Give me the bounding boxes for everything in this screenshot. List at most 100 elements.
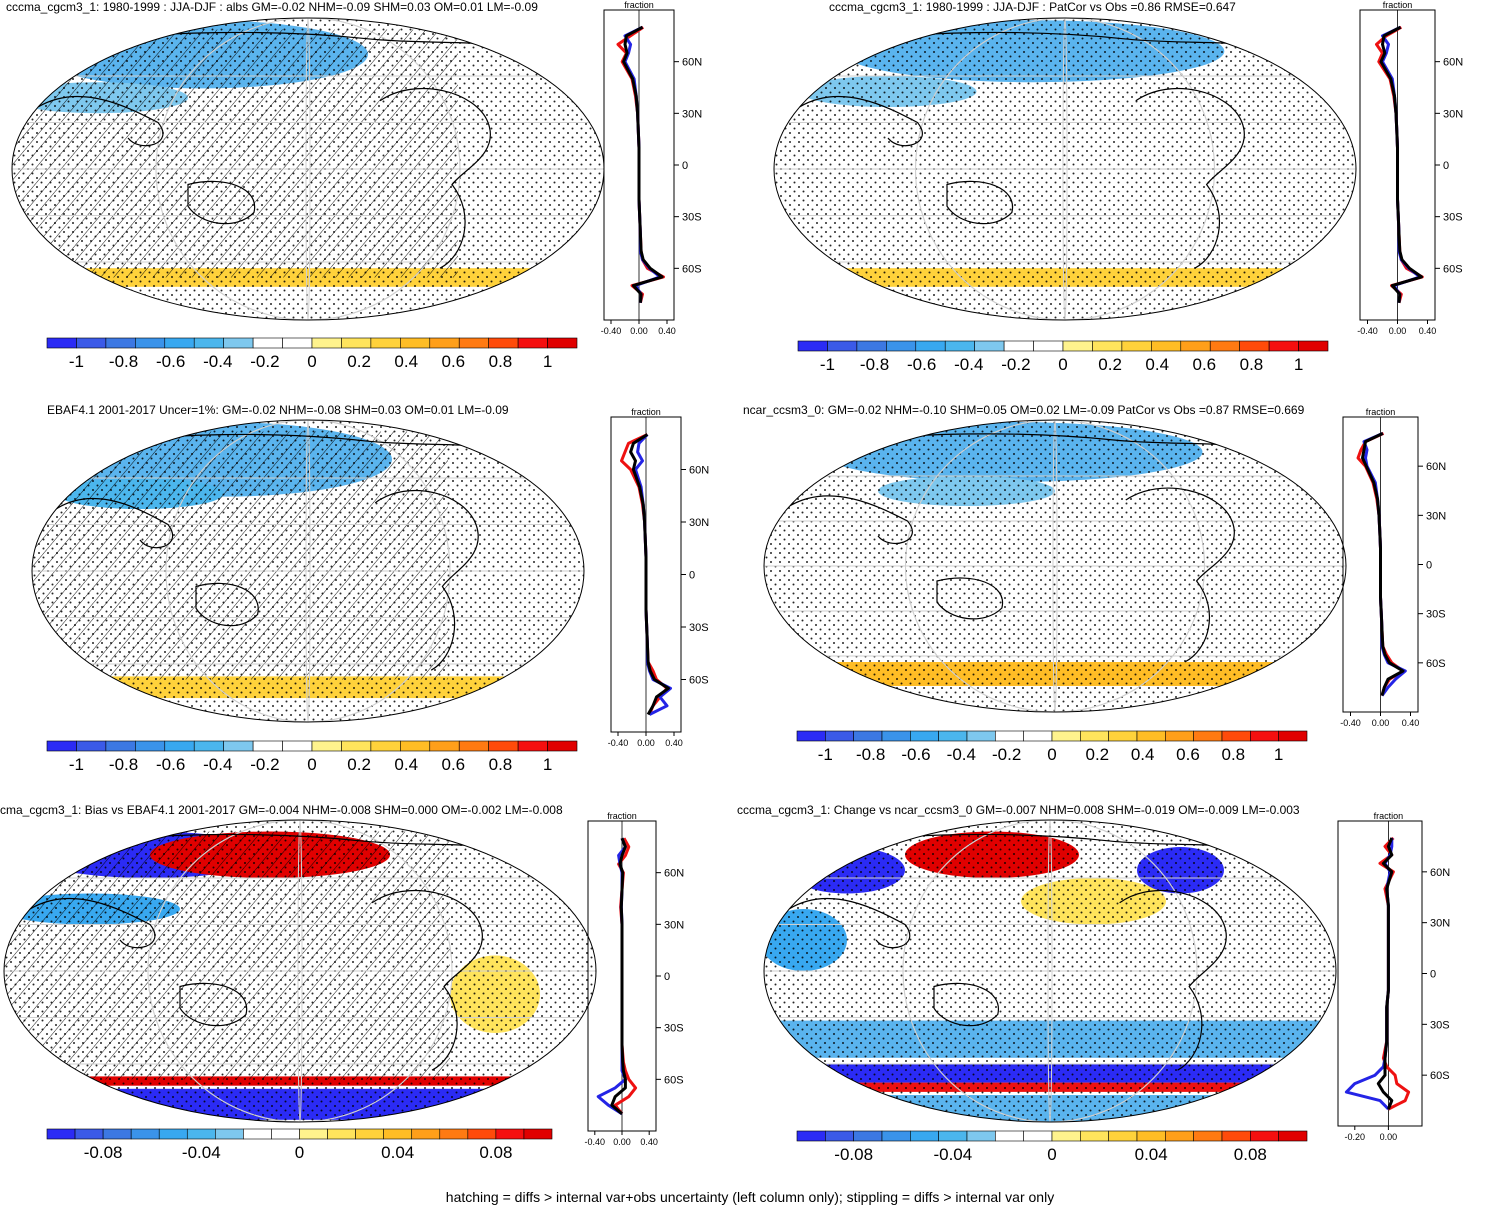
colorbar-swatch bbox=[547, 337, 578, 349]
map-outline bbox=[3, 819, 597, 1123]
colorbar-swatch bbox=[1151, 340, 1182, 352]
colorbar-tick-label: 0.6 bbox=[442, 352, 466, 371]
profile-y-tick-label: 30S bbox=[682, 212, 702, 224]
colorbar-4: -1 -0.8 -0.6 -0.4 -0.2 0 0.2 0.4 0.6 0.8 1 bbox=[796, 730, 1308, 764]
map-coastline bbox=[789, 495, 913, 544]
colorbar-tick-label: 0.6 bbox=[1193, 355, 1217, 374]
profile-y-tick-label: 30N bbox=[1426, 510, 1446, 522]
colorbar-tick-label: -1 bbox=[69, 352, 84, 371]
profile-y-tick-label: 60N bbox=[689, 465, 709, 477]
colorbar-tick-label: -0.04 bbox=[182, 1143, 221, 1162]
colorbar-tick-label: 0.4 bbox=[394, 352, 418, 371]
colorbar-swatch bbox=[938, 730, 968, 742]
profile-y-tick-label: 60S bbox=[689, 675, 709, 687]
map-panel-2 bbox=[773, 17, 1357, 321]
colorbar-swatch bbox=[105, 740, 136, 752]
colorbar-tick-label: 0.08 bbox=[1234, 1145, 1267, 1164]
colorbar-tick-label: 0 bbox=[1058, 355, 1067, 374]
colorbar-swatch bbox=[827, 340, 858, 352]
colorbar-tick-label: 0.2 bbox=[347, 755, 371, 774]
colorbar-tick-label: 0.04 bbox=[1135, 1145, 1168, 1164]
colorbar-swatch bbox=[429, 740, 460, 752]
colorbar-tick-label: -0.4 bbox=[947, 745, 976, 764]
colorbar-swatch bbox=[223, 337, 254, 349]
profile-series-black bbox=[1379, 25, 1423, 303]
colorbar-tick-label: 0.2 bbox=[347, 352, 371, 371]
colorbar-swatch bbox=[223, 740, 254, 752]
panel-title-6: cccma_cgcm3_1: Change vs ncar_ccsm3_0 GM… bbox=[737, 803, 1300, 817]
colorbar-swatch bbox=[400, 740, 431, 752]
profile-y-tick-label: 0 bbox=[682, 160, 688, 172]
colorbar-tick-label: 1 bbox=[543, 755, 552, 774]
colorbar-swatch bbox=[1092, 340, 1123, 352]
profile-axis-label: fraction bbox=[1383, 0, 1413, 10]
colorbar-swatch bbox=[1080, 730, 1109, 742]
profile-y-tick-label: 60S bbox=[682, 263, 702, 275]
colorbar-tick-label: -0.8 bbox=[109, 755, 138, 774]
colorbar-swatch bbox=[995, 730, 1024, 742]
colorbar-tick-label: 0 bbox=[1047, 745, 1056, 764]
map-coastline bbox=[55, 497, 174, 549]
colorbar-tick-label: 0.8 bbox=[489, 755, 513, 774]
colorbar-swatch bbox=[1062, 340, 1093, 352]
colorbar-swatch bbox=[825, 730, 854, 742]
colorbar-swatch bbox=[1221, 1130, 1251, 1142]
map-coastline bbox=[1135, 87, 1245, 269]
map-coastline bbox=[374, 489, 479, 671]
profile-x-tick-label: 0.40 bbox=[640, 1137, 658, 1147]
map-coastline bbox=[1125, 487, 1235, 663]
colorbar-swatch bbox=[458, 337, 489, 349]
colorbar-swatch bbox=[1165, 1130, 1194, 1142]
zonal-profile-2: fraction -0.40 0.00 0.40 60N 30N 0 30S 60S bbox=[1357, 0, 1463, 336]
colorbar-tick-label: -0.8 bbox=[856, 745, 885, 764]
colorbar-tick-label: -0.08 bbox=[84, 1143, 123, 1162]
map-meridian bbox=[155, 18, 461, 320]
colorbar-swatch bbox=[1003, 340, 1034, 352]
colorbar-swatch bbox=[164, 337, 195, 349]
profile-y-tick-label: 60S bbox=[1443, 263, 1463, 275]
colorbar-swatch bbox=[1209, 340, 1240, 352]
profile-y-tick-label: 60S bbox=[1430, 1070, 1450, 1082]
colorbar-swatch bbox=[1051, 730, 1081, 742]
colorbar-swatch bbox=[193, 740, 224, 752]
map-coastline bbox=[37, 95, 164, 147]
map-meridian bbox=[1047, 820, 1053, 1122]
profile-x-tick-label: 0.00 bbox=[1372, 718, 1390, 728]
colorbar-swatch bbox=[299, 1128, 328, 1140]
profile-x-tick-label: 0.00 bbox=[1380, 1132, 1398, 1142]
colorbar-swatch bbox=[252, 740, 283, 752]
colorbar-tick-label: -1 bbox=[818, 745, 833, 764]
profile-y-tick-label: 30N bbox=[1443, 108, 1463, 120]
colorbar-swatch bbox=[495, 1128, 525, 1140]
colorbar-swatch bbox=[76, 740, 107, 752]
colorbar-1: -1 -0.8 -0.6 -0.4 -0.2 0 0.2 0.4 0.6 0.8 1 bbox=[46, 337, 578, 371]
colorbar-tick-label: 1 bbox=[1274, 745, 1283, 764]
colorbar-swatch bbox=[1136, 730, 1166, 742]
colorbar-swatch bbox=[1080, 1130, 1109, 1142]
colorbar-swatch bbox=[1121, 340, 1152, 352]
profile-axis-label: fraction bbox=[1366, 407, 1396, 417]
zonal-profile-3: fraction -0.40 0.00 0.40 60N 30N 0 30S 60S bbox=[608, 407, 709, 748]
map-coastline bbox=[195, 582, 259, 627]
map-panel-5 bbox=[3, 819, 597, 1123]
colorbar-swatch bbox=[881, 730, 911, 742]
profile-y-tick-label: 60S bbox=[664, 1074, 684, 1086]
panel-title-1: cccma_cgcm3_1: 1980-1999 : JJA-DJF : alb… bbox=[6, 0, 538, 14]
map-field bbox=[12, 18, 604, 320]
map-coastline bbox=[936, 577, 1004, 620]
colorbar-swatch bbox=[910, 730, 939, 742]
colorbar-swatch bbox=[1278, 730, 1308, 742]
map-hatching bbox=[12, 29, 458, 278]
colorbar-swatch bbox=[966, 730, 996, 742]
colorbar-3: -1 -0.8 -0.6 -0.4 -0.2 0 0.2 0.4 0.6 0.8 1 bbox=[46, 740, 578, 774]
colorbar-swatch bbox=[46, 1128, 76, 1140]
colorbar-swatch bbox=[105, 337, 136, 349]
colorbar-tick-label: -0.2 bbox=[1001, 355, 1030, 374]
map-meridian bbox=[305, 420, 311, 722]
profile-x-tick-label: -0.20 bbox=[1345, 1132, 1366, 1142]
colorbar-tick-label: 0.4 bbox=[1131, 745, 1155, 764]
profile-axis-label: fraction bbox=[607, 811, 637, 821]
profile-x-tick-label: -0.40 bbox=[1357, 326, 1378, 336]
colorbar-swatch bbox=[974, 340, 1005, 352]
profile-x-tick-label: 0.00 bbox=[630, 326, 648, 336]
